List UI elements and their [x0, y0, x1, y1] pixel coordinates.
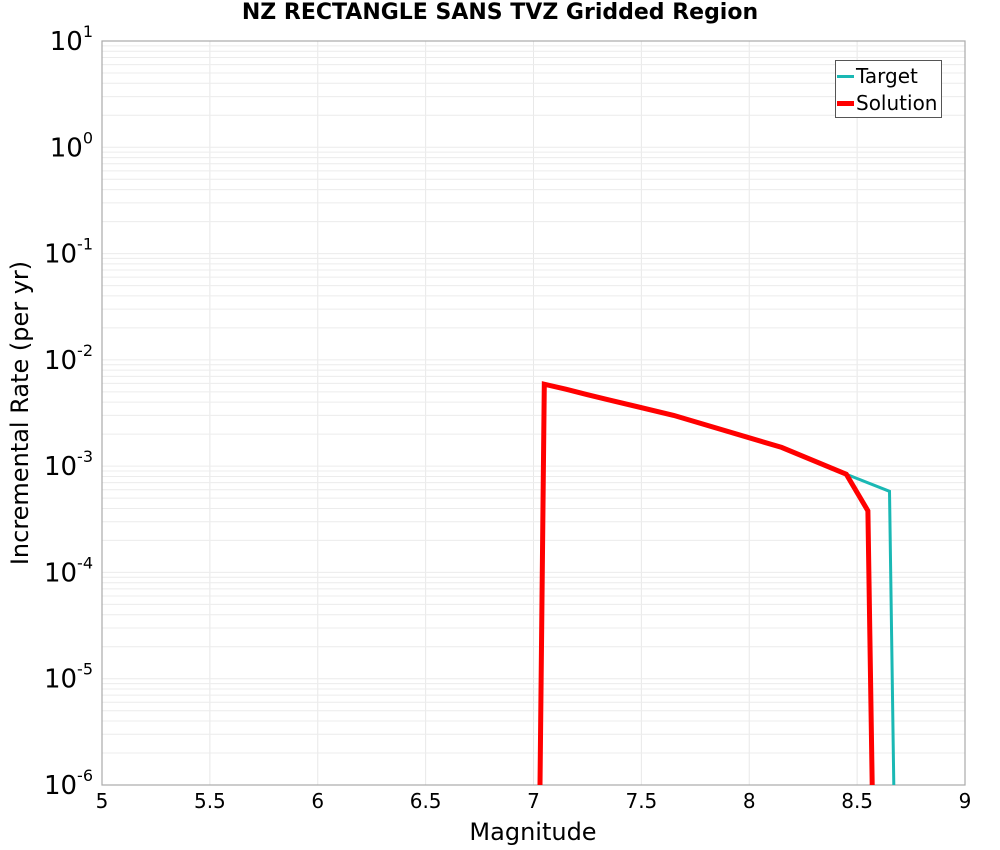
y-tick-label: 10-5 [44, 660, 93, 695]
x-tick-label: 5 [96, 789, 109, 813]
x-tick-label: 7 [527, 789, 540, 813]
legend-label-target: Target [856, 64, 918, 88]
legend-label-solution: Solution [856, 91, 938, 115]
x-tick-label: 8 [743, 789, 756, 813]
legend-swatch-target [837, 74, 854, 78]
x-tick-label: 6 [311, 789, 324, 813]
x-tick-label: 6.5 [410, 789, 442, 813]
y-tick-label: 10-1 [44, 235, 93, 270]
series-target [538, 382, 896, 786]
y-tick-label: 101 [50, 22, 93, 57]
legend-item-target: Target [836, 64, 918, 88]
x-tick-label: 8.5 [841, 789, 873, 813]
grid-lines [101, 41, 966, 786]
series-lines [537, 381, 896, 786]
y-tick-label: 10-3 [44, 447, 93, 482]
legend-item-solution: Solution [836, 91, 937, 115]
y-tick-label: 100 [50, 128, 93, 163]
y-tick-label: 10-4 [44, 553, 93, 588]
legend: Target Solution [835, 60, 942, 118]
legend-swatch-solution [837, 100, 854, 106]
y-tick-label: 10-2 [44, 341, 93, 376]
series-solution [537, 381, 875, 786]
chart-title: NZ RECTANGLE SANS TVZ Gridded Region [241, 0, 759, 25]
x-tick-label: 9 [959, 789, 972, 813]
x-tick-label: 5.5 [194, 789, 226, 813]
y-tick-label: 10-6 [44, 766, 93, 801]
plot-frame [101, 40, 966, 786]
x-tick-labels: 5 5.5 6 6.5 7 7.5 8 8.5 9 [96, 789, 972, 813]
x-axis-label: Magnitude [469, 818, 597, 846]
x-tick-label: 7.5 [625, 789, 657, 813]
y-axis-label: Incremental Rate (per yr) [6, 260, 34, 566]
y-tick-labels: 101 100 10-1 10-2 10-3 10-4 10-5 10-6 [44, 22, 93, 801]
